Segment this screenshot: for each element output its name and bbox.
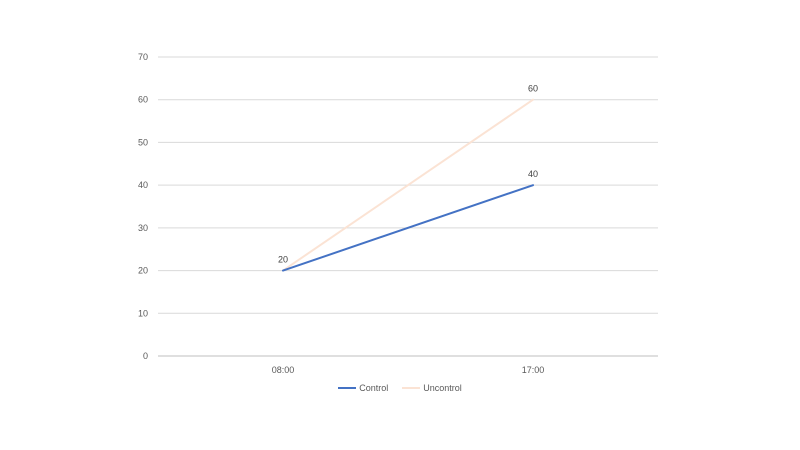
legend: Control Uncontrol	[0, 383, 800, 393]
legend-swatch	[402, 387, 421, 389]
legend-label: Uncontrol	[423, 383, 462, 393]
series-line-control	[282, 184, 534, 272]
x-tick-label: 17:00	[522, 365, 545, 375]
y-tick-label: 30	[138, 223, 148, 233]
x-tick-label: 08:00	[272, 365, 295, 375]
y-tick-label: 0	[143, 351, 148, 361]
y-tick-label: 10	[138, 308, 148, 318]
y-tick-label: 40	[138, 180, 148, 190]
legend-item: Control	[338, 383, 388, 393]
legend-swatch	[338, 387, 357, 389]
legend-item: Uncontrol	[402, 383, 462, 393]
y-tick-label: 20	[138, 266, 148, 276]
data-label: 40	[528, 169, 538, 179]
data-label: 60	[528, 84, 538, 94]
legend-label: Control	[359, 383, 389, 393]
y-tick-label: 60	[138, 95, 148, 105]
y-tick-label: 50	[138, 137, 148, 147]
data-label: 20	[278, 255, 288, 265]
series-line-uncontrol	[282, 98, 534, 272]
y-tick-label: 70	[138, 52, 148, 62]
